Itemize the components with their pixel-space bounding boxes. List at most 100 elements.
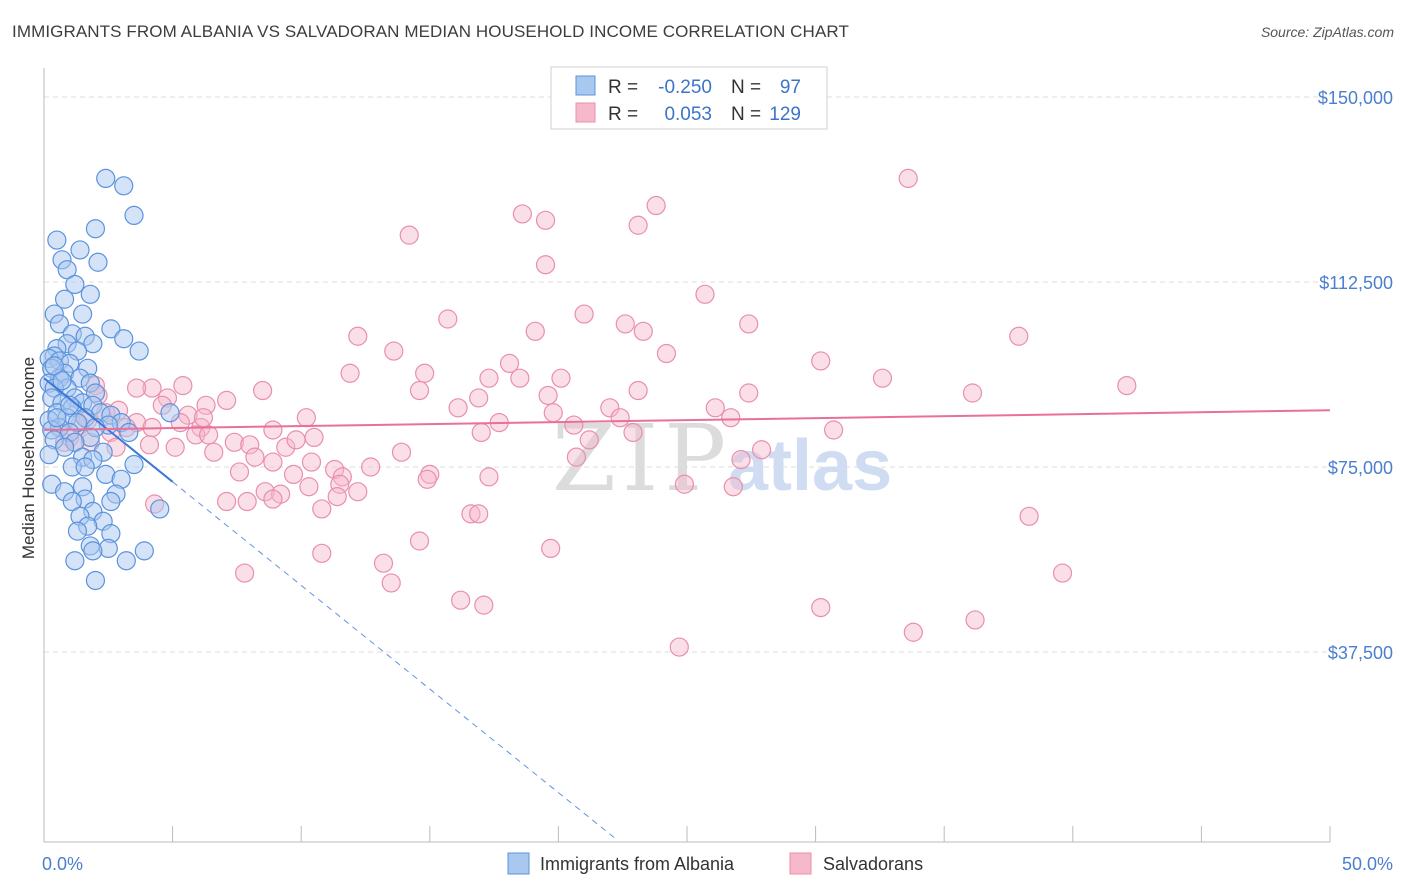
albania-point (150, 499, 170, 519)
salvadorans-point (469, 388, 489, 408)
salvadorans-point (263, 420, 283, 440)
salvadorans-point (235, 563, 255, 583)
salvadorans-point (139, 435, 160, 455)
salvadorans-point (253, 380, 273, 401)
albania-points (39, 168, 180, 591)
salvadorans-point (399, 225, 419, 245)
salvadorans-point (126, 378, 147, 398)
y-tick-label: $112,500 (1319, 273, 1393, 293)
salvadorans-point (543, 403, 563, 423)
salvadorans-point (142, 378, 162, 398)
albania-point (129, 341, 149, 361)
albania-point (62, 491, 82, 512)
salvadorans-point (286, 430, 306, 450)
salvadorans-point (325, 459, 345, 480)
albania-point (49, 314, 70, 334)
salvadorans-point (451, 590, 471, 610)
chart-title: IMMIGRANTS FROM ALBANIA VS SALVADORAN ME… (12, 22, 849, 41)
albania-point (70, 240, 90, 260)
albania-point (57, 260, 77, 280)
albania-point (114, 176, 134, 196)
salvadorans-point (574, 304, 594, 324)
albania-point (47, 408, 67, 428)
legend-n-label: N = (731, 104, 761, 125)
albania-point (54, 437, 75, 457)
salvadorans-point (391, 442, 412, 462)
albania-point (47, 230, 67, 250)
salvadorans-point (872, 368, 893, 388)
salvadorans-point (448, 398, 468, 418)
albania-point (85, 219, 106, 239)
bottom-legend-swatch-salvadorans (789, 852, 812, 875)
albania-point (75, 457, 95, 477)
albania-point (119, 422, 139, 443)
albania-point (124, 454, 144, 475)
salvadorans-point (1117, 376, 1137, 396)
salvadorans-point (633, 321, 653, 341)
albania-point (160, 403, 180, 423)
albania-point (101, 491, 121, 512)
salvadorans-point (811, 351, 831, 371)
albania-point (85, 570, 106, 591)
albania-trend-extension (172, 481, 616, 839)
albania-point (88, 252, 108, 272)
salvadorans-point (962, 383, 983, 403)
salvadorans-point (165, 437, 185, 457)
salvadorans-point (1052, 563, 1073, 583)
salvadorans-point (224, 432, 244, 452)
albania-point (39, 445, 59, 465)
salvadorans-point (217, 491, 237, 512)
salvadorans-point (512, 204, 532, 224)
albania-point (124, 205, 144, 225)
y-tick-labels: $37,500 $75,000 $112,500 $150,000 (1318, 88, 1393, 663)
source-label: Source: ZipAtlas.com (1260, 24, 1394, 40)
salvadorans-point (474, 595, 494, 615)
legend-box (550, 66, 828, 130)
albania-point (116, 551, 136, 571)
salvadorans-point (245, 447, 265, 467)
salvadorans-point (409, 531, 430, 551)
legend-n-value: 97 (780, 77, 801, 98)
salvadorans-point (695, 284, 715, 304)
salvadorans-point (579, 430, 599, 450)
albania-point (52, 371, 72, 391)
salvadorans-point (240, 435, 260, 455)
salvadorans-point (381, 573, 401, 593)
albania-point (67, 521, 88, 541)
bottom-legend: Immigrants from Albania Salvadorans (507, 852, 923, 875)
bottom-legend-label-salvadorans: Salvadorans (823, 854, 923, 874)
salvadorans-point (479, 467, 499, 487)
salvadorans-point (361, 457, 381, 477)
salvadorans-point (615, 314, 635, 334)
salvadorans-point (373, 553, 394, 573)
x-tick-label: 0.0% (42, 854, 83, 874)
salvadorans-point (551, 368, 571, 388)
albania-point (54, 289, 75, 309)
salvadorans-point (811, 597, 831, 618)
salvadorans-point (255, 482, 275, 502)
bottom-legend-label-albania: Immigrants from Albania (540, 854, 735, 874)
legend: R = -0.250 N = 97 R = 0.053 N = 129 (550, 66, 828, 130)
salvadorans-point (600, 398, 620, 418)
y-tick-label: $37,500 (1328, 643, 1393, 663)
salvadorans-point (723, 477, 743, 497)
legend-n-label: N = (731, 77, 761, 98)
salvadorans-point (623, 422, 643, 443)
legend-swatch-albania (575, 75, 596, 96)
salvadorans-point (229, 462, 250, 482)
salvadorans-point (705, 398, 725, 418)
salvadorans-point (263, 452, 283, 472)
salvadorans-point (610, 408, 630, 428)
albania-point (101, 319, 121, 339)
salvadorans-point (739, 383, 759, 403)
salvadorans-point (301, 452, 322, 472)
albania-point (65, 274, 85, 295)
legend-r-value: 0.053 (664, 104, 712, 125)
albania-point (44, 356, 64, 376)
salvadorans-point (538, 385, 558, 406)
legend-r-value: -0.250 (658, 77, 712, 98)
salvadorans-point (276, 437, 296, 457)
salvadorans-point (535, 255, 556, 275)
salvadorans-point (348, 326, 368, 346)
